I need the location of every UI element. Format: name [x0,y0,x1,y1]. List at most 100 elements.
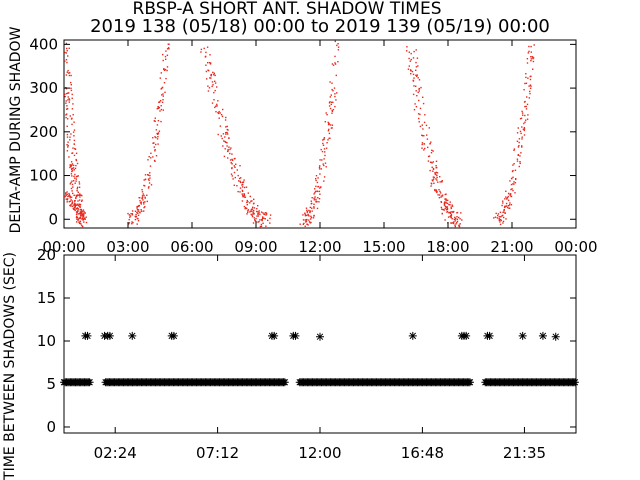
data-point [264,218,266,220]
data-point [215,111,217,113]
data-point [144,201,146,203]
data-point [66,144,68,146]
data-point [257,215,260,217]
data-point [519,130,522,133]
data-point [65,100,67,102]
data-point [227,157,229,159]
data-point [73,169,75,171]
data-point [160,72,162,74]
data-point [210,62,212,64]
data-point [257,213,259,216]
data-point [524,114,526,117]
data-point [255,217,257,220]
data-point [533,44,535,46]
data-point [64,60,66,62]
data-point [516,132,519,134]
data-point [225,116,227,119]
data-point [74,148,77,150]
data-point [309,210,311,212]
data-point [130,213,132,215]
data-point [454,224,456,226]
data-point [213,91,215,94]
data-point [261,219,263,222]
data-point [149,165,152,167]
data-point [69,183,71,185]
data-point [65,88,68,90]
data-point [162,99,164,101]
data-point [315,200,317,202]
data-point [65,102,67,104]
data-point [74,182,76,184]
data-point [309,222,311,224]
data-point [143,201,145,204]
data-point [234,176,236,179]
data-point [144,206,146,208]
data-point [66,201,68,203]
data-point [304,219,306,221]
data-point [265,212,267,214]
data-point [143,206,145,209]
data-point [81,217,84,220]
data-point [321,150,324,153]
data-point [406,50,408,52]
data-point [506,205,508,207]
data-point [165,50,167,52]
data-point [71,152,74,154]
data-point [66,133,69,136]
data-point [315,175,318,177]
bottom-x-tick-label: 21:35 [503,444,546,462]
data-point [136,211,138,214]
data-point [230,173,233,175]
data-point [75,207,77,210]
data-point [80,215,82,217]
data-point [526,118,529,120]
data-point [329,107,332,110]
data-point [331,109,333,112]
data-point [83,211,85,213]
data-point [329,81,331,83]
data-point [334,95,336,98]
data-point [213,72,215,74]
data-point [70,165,72,167]
data-point [331,63,334,65]
data-point [495,212,497,215]
data-point [323,158,325,160]
data-point [456,221,458,224]
data-point [423,143,426,145]
data-point [137,214,140,216]
data-point [327,130,330,132]
high-point [291,331,300,340]
data-point [223,155,226,158]
data-point [309,211,311,213]
data-point [422,128,424,130]
data-point [239,180,241,183]
data-point [310,200,312,202]
data-point [241,186,244,188]
data-point [71,200,74,202]
data-point [318,166,321,169]
high-point [538,331,547,340]
data-point [217,133,219,136]
data-point [334,40,336,43]
data-point [408,65,410,67]
data-point [78,221,80,223]
data-point [214,82,217,84]
data-point [449,215,451,218]
data-point [502,211,504,213]
data-point [505,218,507,220]
data-point [527,52,529,54]
data-point [76,207,79,209]
data-point [75,178,78,180]
data-point [131,214,134,216]
data-point [299,223,301,225]
data-point [456,211,459,214]
data-point [331,88,333,91]
data-point [157,107,160,109]
data-point [75,197,77,199]
data-point [65,42,68,45]
data-point [436,191,438,194]
data-point [427,160,430,162]
data-point [68,74,71,77]
data-point [319,193,321,195]
